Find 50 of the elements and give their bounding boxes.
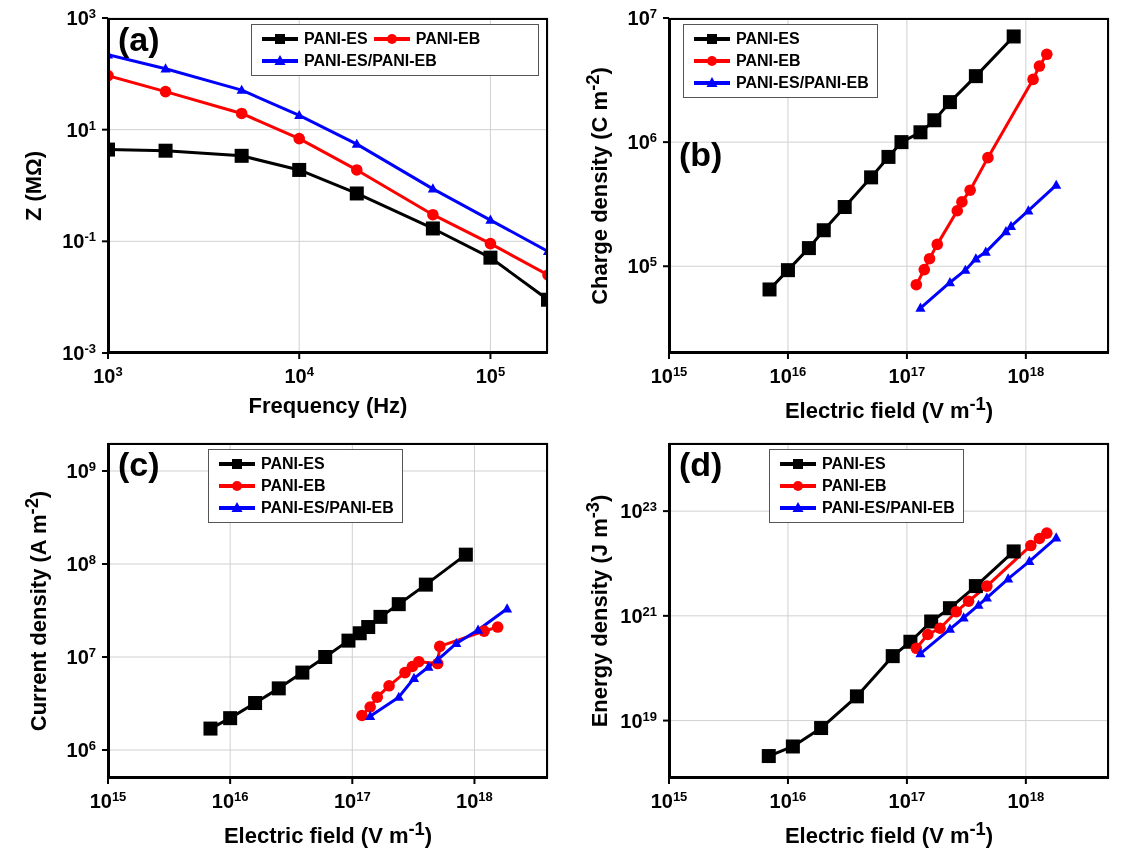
y-axis-title: Z (MΩ) bbox=[20, 149, 47, 223]
y-tick-label: 10$^{19}$ bbox=[620, 708, 657, 732]
x-tick-label: 10$^{16}$ bbox=[769, 363, 807, 387]
x-tick-label: 10$^{16}$ bbox=[769, 788, 807, 812]
y-tick-label: 10$^{-1}$ bbox=[62, 228, 96, 253]
x-tick-label: 10$^{15}$ bbox=[650, 788, 688, 812]
legend-label: PANI-ES bbox=[736, 29, 800, 49]
annotation: (a) bbox=[118, 20, 160, 59]
y-tick-label: 10$^{6}$ bbox=[66, 737, 96, 761]
y-tick-label: 10$^{21}$ bbox=[620, 603, 657, 627]
legend-label: PANI-ES/PANI-EB bbox=[822, 498, 955, 518]
x-tick-label: 10$^{17}$ bbox=[888, 788, 926, 812]
x-tick-label: 10$^{3}$ bbox=[93, 363, 123, 387]
y-tick-label: 10$^{6}$ bbox=[627, 129, 657, 154]
y-tick-label: 10$^{9}$ bbox=[66, 458, 96, 482]
annotation: (b) bbox=[679, 135, 723, 174]
x-tick-label: 10$^{18}$ bbox=[1007, 788, 1045, 812]
x-tick-label: 10$^{15}$ bbox=[89, 788, 127, 812]
y-tick-label: 10$^{5}$ bbox=[627, 253, 657, 278]
x-axis-title: Frequency (Hz) bbox=[247, 393, 409, 419]
x-axis-title: Electric field (V m$^{-1}$) bbox=[222, 818, 434, 850]
legend-label: PANI-ES/PANI-EB bbox=[736, 73, 869, 93]
y-tick-label: 10$^{-3}$ bbox=[62, 340, 96, 364]
x-tick-label: 10$^{4}$ bbox=[284, 363, 315, 387]
legend-label: PANI-ES bbox=[822, 454, 886, 474]
annotation: (c) bbox=[118, 445, 160, 484]
x-tick-label: 10$^{17}$ bbox=[888, 363, 926, 387]
y-tick-label: 10$^{3}$ bbox=[66, 5, 96, 29]
x-axis-title: Electric field (V m$^{-1}$) bbox=[783, 393, 995, 425]
legend-label: PANI-EB bbox=[261, 476, 326, 496]
legend-label: PANI-ES/PANI-EB bbox=[304, 51, 437, 71]
x-tick-label: 10$^{17}$ bbox=[333, 788, 371, 812]
y-tick-label: 10$^{7}$ bbox=[66, 644, 96, 668]
y-tick-label: 10$^{8}$ bbox=[66, 551, 96, 575]
annotation: (d) bbox=[679, 445, 723, 484]
legend-label: PANI-EB bbox=[822, 476, 887, 496]
legend-label: PANI-ES/PANI-EB bbox=[261, 498, 394, 518]
y-tick-label: 10$^{1}$ bbox=[66, 117, 96, 141]
y-tick-label: 10$^{23}$ bbox=[620, 498, 657, 523]
x-tick-label: 10$^{16}$ bbox=[211, 788, 249, 812]
legend-label: PANI-EB bbox=[736, 51, 801, 71]
x-tick-label: 10$^{15}$ bbox=[650, 363, 688, 387]
x-tick-label: 10$^{5}$ bbox=[475, 363, 506, 387]
x-tick-label: 10$^{18}$ bbox=[456, 788, 493, 812]
y-tick-label: 10$^{7}$ bbox=[627, 5, 657, 29]
legend-label: PANI-EB bbox=[415, 29, 481, 49]
x-tick-label: 10$^{18}$ bbox=[1007, 363, 1045, 387]
x-axis-title: Electric field (V m$^{-1}$) bbox=[783, 818, 995, 850]
legend-label: PANI-ES bbox=[304, 29, 368, 49]
legend-label: PANI-ES bbox=[261, 454, 325, 474]
